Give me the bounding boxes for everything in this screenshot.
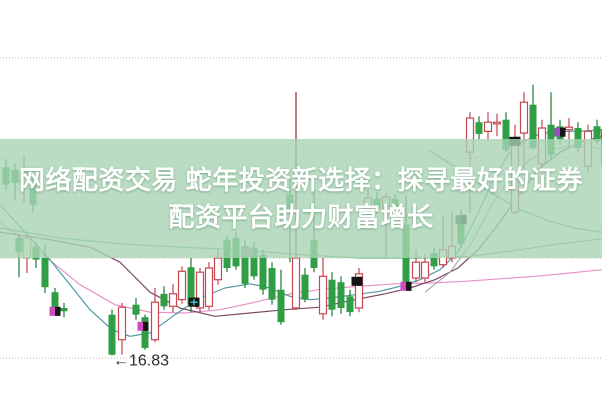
candle-body-down [337,282,345,308]
candle-body-up [213,257,223,281]
candle-body-down [529,104,537,148]
candle-body-down [502,119,510,150]
candle-body-down [430,253,438,267]
candle-body-down [250,248,258,277]
candle-body-down [241,246,249,284]
signal-marker-half [55,306,61,316]
candle-body-up [168,293,178,307]
candle-body-up [564,126,574,131]
candle-body-down [346,296,354,313]
headline-line1: 网络配资交易 蛇年投资新选择：探寻最好的证券 [18,165,584,195]
candle-body-up [483,121,493,132]
headline-line2: 配资平台助力财富增长 [168,202,434,232]
candle-body-up [411,261,421,279]
candle-body-down [41,258,49,288]
signal-marker-half [357,276,363,286]
price-low-annotation: ←16.83 [113,353,169,370]
candle-body-up [291,257,301,309]
candle-body-down [328,279,336,310]
candle-body-up [492,121,502,125]
candle-body-down [277,289,285,323]
candle-body-up [354,273,364,309]
candle-body-down [259,254,267,290]
signal-marker-half [560,127,566,137]
candle-body-up [195,271,205,309]
candle-body-down [108,314,116,355]
annotation-group: ←16.83 [113,353,169,370]
candle-body-up [204,267,214,307]
candle-body-down [301,274,309,300]
candle-body-down [187,267,195,305]
candle-body-down [574,128,582,148]
candle-body-down [593,126,601,142]
candle-body-down [160,293,168,307]
candle-body-down [60,308,68,312]
candle-body-up [519,101,529,134]
candle-body-down [132,304,140,315]
candle-body-down [141,317,149,348]
candle-body-down [51,292,59,310]
signal-marker-half [143,321,149,331]
candle-body-up [150,301,160,341]
candle-body-down [268,268,276,300]
candle-body-up [318,275,328,315]
signal-marker-half [406,281,412,291]
candle-body-up [420,261,430,279]
candle-body-down [475,122,483,134]
headline-banner: 网络配资交易 蛇年投资新选择：探寻最好的证券 配资平台助力财富增长 [0,139,602,258]
candle-body-up [117,306,127,341]
candle-body-up [177,270,187,301]
